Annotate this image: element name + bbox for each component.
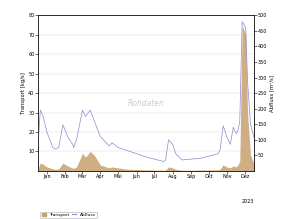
- Legend: Transport, Abfluss: Transport, Abfluss: [40, 212, 97, 218]
- Text: 2023: 2023: [241, 199, 254, 204]
- Text: Rohdaten: Rohdaten: [128, 99, 164, 108]
- Y-axis label: Transport [kg/s]: Transport [kg/s]: [21, 72, 26, 114]
- Y-axis label: Abfluss [m³/s]: Abfluss [m³/s]: [269, 75, 274, 111]
